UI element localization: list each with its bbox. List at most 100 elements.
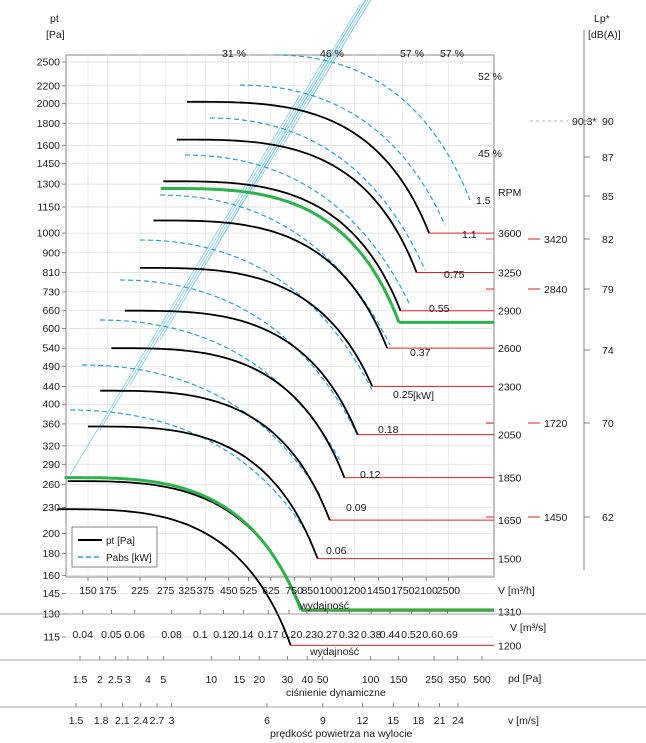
y-tick-label: 730 [42, 286, 60, 298]
y-tick-label: 2200 [37, 80, 61, 92]
power-curve-7 [99, 319, 341, 461]
speed-curve-1200 [57, 508, 292, 646]
speed-curves [57, 100, 430, 646]
x_axis_v-tick-label: 18 [413, 715, 425, 727]
x_axis_flow_m3s-tick-label: 0.52 [401, 629, 422, 641]
x_axis_v-tick-label: 1.8 [94, 715, 109, 727]
x_axis_flow_m3s-tick-label: 0.23 [297, 629, 318, 641]
x_axis_pd-tick-label: 30 [281, 674, 293, 686]
power-label: 0.75 [444, 269, 465, 281]
y-tick-label: 1000 [37, 228, 61, 240]
rpm-label-2600: 2600 [498, 343, 522, 355]
y-tick-label: 320 [42, 440, 60, 452]
power-curve-4 [159, 194, 391, 346]
x_axis_pd-tick-label: 100 [362, 674, 380, 686]
speed-curve-2300 [139, 267, 374, 387]
x_axis_v-tick-label: 3 [169, 715, 175, 727]
x-tick-label: 150 [79, 585, 97, 597]
y-tick-label: 1150 [37, 202, 60, 214]
x_axis_pd-tick-label: 350 [449, 674, 467, 686]
efficiency-label: 57 % [400, 48, 424, 60]
y-tick-label: 115 [43, 632, 60, 644]
x-tick-label: 1450 [367, 585, 391, 597]
alt-rpm-label: 1720 [544, 418, 568, 430]
x_axis_flow_m3s-tick-label: 0.14 [233, 629, 254, 641]
x-tick-label: 275 [157, 585, 175, 597]
x_axis_v-tick-label: 2.4 [133, 715, 148, 727]
lp-ticks: 90 87 85 82 79 74 70 62 [584, 116, 614, 524]
power-curve-3 [184, 154, 411, 306]
y-tick-label: 360 [42, 418, 60, 430]
x_axis_pd-tick-label: 500 [473, 674, 491, 686]
x_axis_v-tick-label: 2.1 [115, 715, 130, 727]
flow-axis-unit: V [m³/h] [498, 585, 535, 597]
x-tick-label: 2100 [414, 585, 438, 597]
power-label: 1.1 [462, 229, 477, 241]
rpm-label-1310: 1310 [498, 606, 522, 618]
lp-axis-label: Lp* [594, 13, 610, 25]
x-tick-label: 525 [240, 585, 258, 597]
pd-axis-label: ciśnienie dynamiczne [286, 687, 386, 699]
x_axis_flow_m3s-tick-label: 0.38 [361, 629, 382, 641]
speed-curve-2050 [124, 309, 359, 435]
x_axis_pd-tick-label: 50 [317, 674, 329, 686]
x-tick-label: 375 [197, 585, 215, 597]
highlight-curves [64, 187, 494, 612]
lp-tick-label: 79 [602, 284, 614, 296]
y-tick-label: 540 [42, 343, 60, 355]
y-tick-label: 180 [42, 548, 60, 560]
speed-curve-2900 [163, 180, 402, 312]
efficiency-label: 45 % [478, 148, 502, 160]
y-tick-label: 810 [42, 267, 60, 279]
m3s-axis-unit: V [m³/s] [510, 622, 546, 634]
efficiency-label: 46 % [320, 48, 344, 60]
x_axis_flow_m3s-tick-label: 0.1 [193, 629, 208, 641]
x_axis_flow_m3s-tick-label: 0.04 [73, 629, 94, 641]
x_axis_pd-tick-label: 40 [301, 674, 313, 686]
x-tick-label: 1000 [319, 585, 343, 597]
system-line [249, 0, 369, 196]
power-label: 0.09 [346, 502, 367, 514]
x_axis_v-tick-label: 12 [357, 715, 369, 727]
lp-tick-label: 82 [602, 234, 614, 246]
grid [66, 55, 494, 638]
x-tick-label: 175 [99, 585, 117, 597]
power-curves [69, 54, 471, 531]
x_axis_v-tick-label: 15 [387, 715, 399, 727]
rpm-label-2300: 2300 [498, 381, 522, 393]
lp-tick-label: 74 [602, 345, 614, 357]
efficiency-label: 57 % [440, 48, 464, 60]
y-tick-label: 260 [42, 479, 60, 491]
lp-tick-label: 87 [602, 152, 614, 164]
power-unit: [kW] [413, 390, 434, 402]
speed-curve-3600 [187, 100, 430, 234]
power-label: 0.25 [393, 389, 414, 401]
x_axis_v-tick-label: 24 [452, 715, 464, 727]
lp-marker: 90.3* [572, 116, 597, 128]
y-tick-label: 1300 [37, 179, 61, 191]
y-tick-label: 130 [42, 609, 60, 621]
y-tick-label: 600 [42, 323, 60, 335]
power-curve-2 [209, 117, 426, 271]
speed-curve-3250 [176, 138, 418, 273]
x_axis_v-tick-label: 9 [320, 715, 326, 727]
x_axis_v-tick-label: 1.5 [69, 715, 84, 727]
x_axis_v-tick-label: 21 [434, 715, 446, 727]
rpm-lines [290, 232, 540, 646]
x_axis_pd-tick-label: 20 [253, 674, 265, 686]
x_axis_pd-tick-label: 150 [390, 674, 408, 686]
system-line [129, 4, 361, 386]
power-label: 1.5 [476, 195, 491, 207]
x-tick-label: 1200 [343, 585, 367, 597]
power-label: 0.37 [410, 347, 431, 359]
y-tick-label: 440 [42, 381, 60, 393]
v-axis-unit: v [m/s] [508, 715, 539, 727]
x_axis_pd-tick-label: 5 [160, 674, 166, 686]
x_axis_pd-tick-label: 2 [97, 674, 103, 686]
rpm-label-1650: 1650 [498, 515, 522, 527]
x-tick-label: 450 [220, 585, 238, 597]
system-line [309, 0, 371, 101]
chart-labels: 3600 3250 2900 2600 2300 2050 1850 1650 1500 1310… [222, 48, 568, 652]
rpm-label-2900: 2900 [498, 306, 522, 318]
power-curve-6 [119, 279, 356, 431]
